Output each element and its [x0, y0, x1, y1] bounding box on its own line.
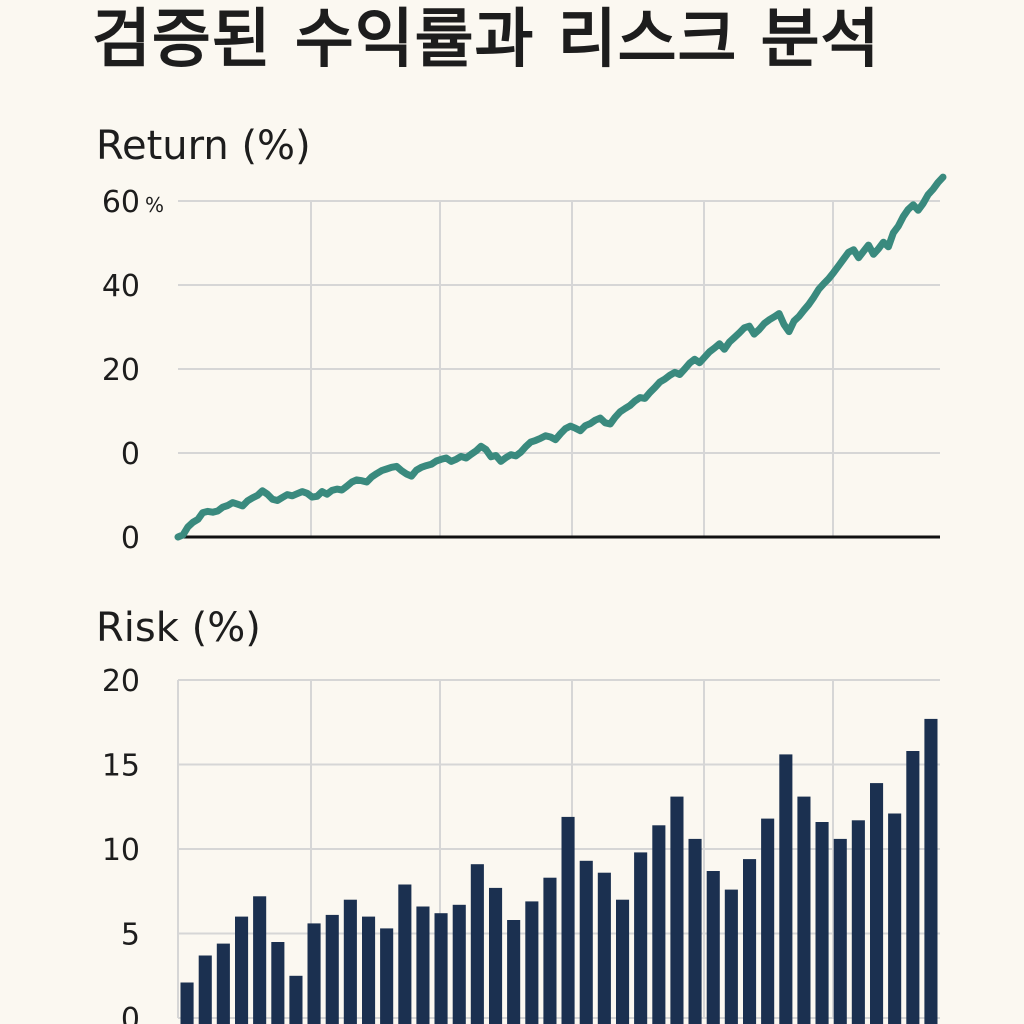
return-grid [178, 200, 940, 537]
return-y-tick-1: 0 [121, 437, 140, 472]
risk-bar-0 [180, 982, 194, 1024]
risk-bar-34 [797, 796, 811, 1024]
risk-bar-1 [198, 955, 212, 1024]
return-chart-title: Return (%) [96, 123, 311, 169]
risk-bar-39 [888, 813, 902, 1024]
risk-bar-22 [579, 860, 593, 1024]
risk-bar-33 [779, 754, 793, 1024]
risk-bar-20 [543, 877, 557, 1024]
risk-bar-6 [289, 975, 303, 1024]
risk-bar-35 [815, 822, 829, 1024]
risk-bar-24 [616, 899, 630, 1024]
risk-bar-30 [724, 889, 738, 1024]
risk-bar-19 [525, 901, 539, 1024]
risk-bar-15 [452, 904, 466, 1024]
risk-bar-14 [434, 913, 448, 1024]
return-y-tick-4: 60 [102, 185, 140, 220]
risk-bar-7 [307, 923, 321, 1024]
risk-y-tick-0: 0 [121, 1002, 140, 1024]
risk-y-tick-4: 20 [102, 664, 140, 699]
return-y-tick-0: 0 [121, 521, 140, 556]
risk-y-tick-3: 15 [102, 749, 140, 784]
risk-bar-25 [634, 852, 648, 1024]
risk-y-tick-1: 5 [121, 918, 140, 953]
risk-grid [177, 679, 940, 1019]
return-y-tick-2: 20 [102, 353, 140, 388]
risk-chart-title: Risk (%) [96, 605, 261, 651]
risk-bar-28 [688, 838, 702, 1024]
risk-bar-38 [870, 783, 884, 1024]
risk-bar-2 [216, 943, 230, 1024]
risk-bar-36 [833, 838, 847, 1024]
risk-bar-4 [253, 896, 267, 1024]
risk-bar-31 [743, 859, 757, 1024]
risk-bar-23 [597, 872, 611, 1024]
risk-bar-37 [851, 820, 865, 1024]
risk-bar-27 [670, 796, 684, 1024]
risk-bar-3 [235, 916, 249, 1024]
risk-y-tick-2: 10 [102, 833, 140, 868]
risk-bar-21 [561, 816, 575, 1024]
risk-bar-41 [924, 718, 938, 1024]
page-title: 검증된 수익률과 리스크 분석 [92, 3, 881, 77]
risk-bar-9 [343, 899, 357, 1024]
return-y-tick-3: 40 [102, 269, 140, 304]
risk-bar-13 [416, 906, 430, 1024]
risk-bar-40 [906, 751, 920, 1024]
risk-bar-18 [507, 920, 521, 1024]
risk-bar-26 [652, 825, 666, 1024]
risk-bar-32 [761, 818, 775, 1024]
risk-bar-8 [325, 914, 339, 1024]
risk-bar-16 [470, 864, 484, 1024]
risk-bar-10 [362, 916, 376, 1024]
risk-bar-29 [706, 871, 720, 1024]
return-y-unit: % [145, 193, 164, 217]
risk-bar-17 [489, 887, 503, 1024]
risk-bar-5 [271, 942, 285, 1024]
risk-bars [180, 718, 938, 1024]
return-series-line [174, 173, 947, 541]
risk-bar-11 [380, 928, 394, 1024]
risk-bar-12 [398, 884, 412, 1024]
